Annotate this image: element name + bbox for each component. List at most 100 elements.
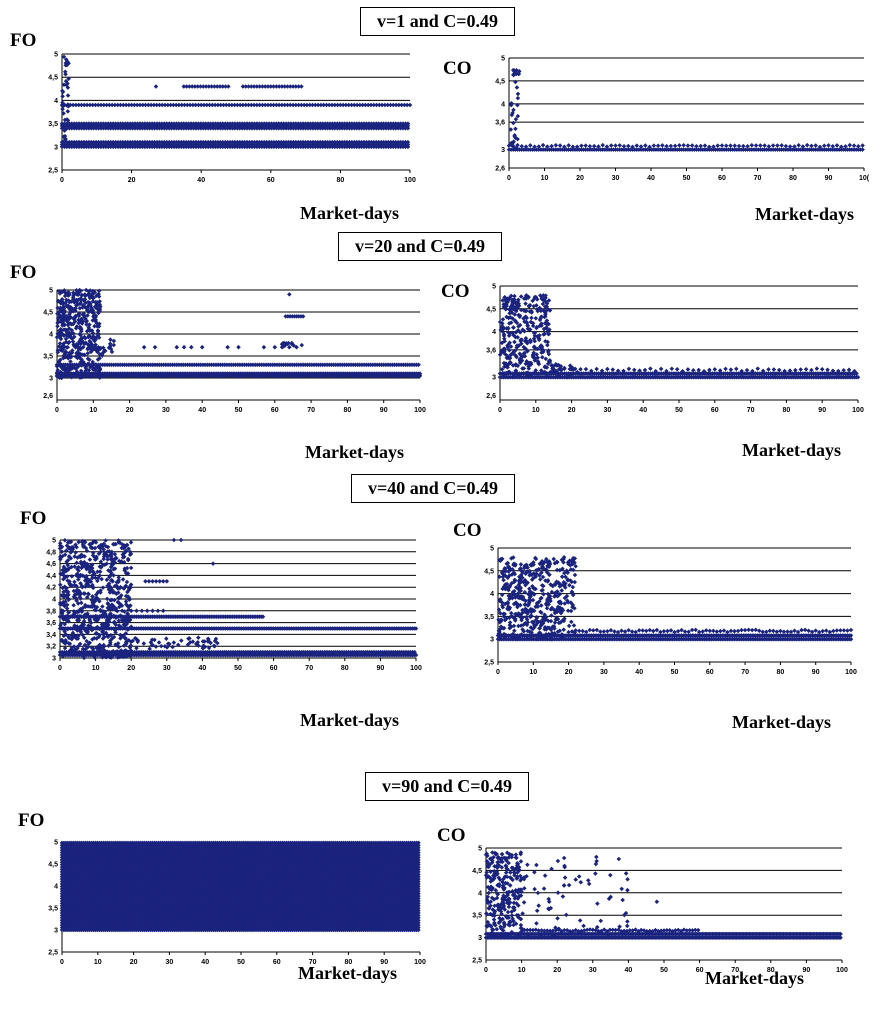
y-tick-label: 4,5	[495, 78, 505, 85]
data-point	[515, 91, 521, 97]
data-point	[583, 143, 588, 148]
x-tick-label: 50	[671, 669, 679, 676]
data-point	[352, 142, 357, 147]
data-point	[530, 323, 536, 329]
data-point	[736, 143, 742, 149]
data-point	[511, 120, 516, 126]
x-tick-label: 30	[604, 407, 612, 414]
data-point	[819, 366, 825, 372]
data-point	[749, 142, 755, 148]
data-point	[308, 144, 313, 150]
data-point	[115, 144, 121, 150]
data-point	[98, 144, 104, 150]
data-point	[106, 144, 111, 150]
data-point	[335, 142, 340, 147]
data-point	[276, 144, 282, 150]
x-tick-label: 60	[706, 669, 714, 676]
x-tick-label: 60	[718, 175, 726, 182]
data-point	[271, 142, 277, 147]
data-point	[71, 144, 77, 150]
data-point	[694, 143, 699, 149]
data-point	[533, 316, 539, 321]
data-point	[110, 144, 116, 150]
data-point	[90, 594, 95, 599]
data-point	[103, 144, 109, 150]
data-point	[128, 540, 134, 545]
x-tick-label: 90	[818, 407, 826, 414]
x-tick-label: 20	[576, 175, 584, 182]
data-point	[120, 142, 126, 147]
data-point	[100, 604, 105, 609]
data-point	[512, 339, 517, 345]
data-point	[513, 126, 518, 132]
y-tick-label: 3,5	[484, 614, 494, 621]
y-tick-label: 3	[490, 637, 494, 644]
x-tick-label: 10	[529, 669, 537, 676]
chart-label-fo: FO	[18, 810, 45, 831]
data-point	[101, 144, 106, 150]
data-point	[762, 143, 767, 148]
x-tick-label: 40	[198, 407, 206, 414]
data-point	[758, 143, 763, 148]
data-point	[364, 142, 369, 147]
data-point	[753, 143, 759, 148]
x-tick-label: 20	[126, 407, 134, 414]
data-point	[144, 608, 150, 614]
data-point	[405, 144, 411, 150]
y-tick-label: 3,6	[495, 120, 505, 127]
y-tick-label: 3,2	[46, 644, 56, 651]
data-point	[327, 142, 333, 147]
data-point	[257, 142, 262, 147]
data-point	[669, 366, 675, 372]
data-point	[847, 142, 853, 148]
data-point	[834, 143, 840, 148]
data-point	[337, 142, 342, 147]
data-point	[199, 344, 205, 350]
data-point	[719, 143, 725, 148]
data-point	[164, 636, 169, 641]
data-point	[391, 144, 396, 150]
data-point	[179, 638, 184, 643]
data-point	[809, 143, 814, 149]
data-point	[798, 367, 803, 372]
x-tick-label: 0	[55, 407, 59, 414]
data-point	[804, 142, 810, 148]
data-point	[108, 144, 113, 150]
data-point	[813, 143, 818, 148]
data-point	[783, 143, 789, 149]
data-point	[305, 142, 311, 147]
data-point	[91, 142, 96, 147]
data-point	[281, 142, 286, 147]
y-tick-label: 5	[49, 288, 53, 295]
data-point	[674, 367, 680, 372]
y-tick-label: 3	[492, 375, 496, 382]
data-point	[73, 550, 78, 555]
x-tick-label: 50	[234, 665, 242, 672]
x-tick-label: 60	[711, 407, 719, 414]
data-point	[58, 582, 63, 588]
data-point	[274, 142, 279, 147]
data-point	[291, 142, 296, 147]
data-point	[519, 144, 525, 149]
x-tick-label: 70	[305, 665, 313, 672]
data-point	[266, 142, 272, 147]
data-point	[252, 142, 257, 147]
data-point	[610, 367, 616, 372]
data-point	[755, 366, 761, 371]
data-point	[723, 143, 729, 149]
x-tick-label: 70	[747, 407, 755, 414]
data-point	[373, 142, 379, 147]
x-axis-label: Market-days	[742, 440, 841, 460]
data-point	[779, 143, 784, 148]
data-point	[841, 367, 846, 373]
data-point	[60, 94, 65, 99]
x-tick-label: 70	[754, 175, 762, 182]
data-point	[298, 142, 303, 147]
x-axis-label: Market-days	[732, 712, 831, 732]
data-point	[60, 106, 65, 112]
data-point	[261, 142, 267, 147]
data-point	[378, 142, 384, 147]
data-point	[734, 366, 739, 372]
data-point	[728, 143, 733, 148]
x-tick-label: 10	[541, 175, 549, 182]
